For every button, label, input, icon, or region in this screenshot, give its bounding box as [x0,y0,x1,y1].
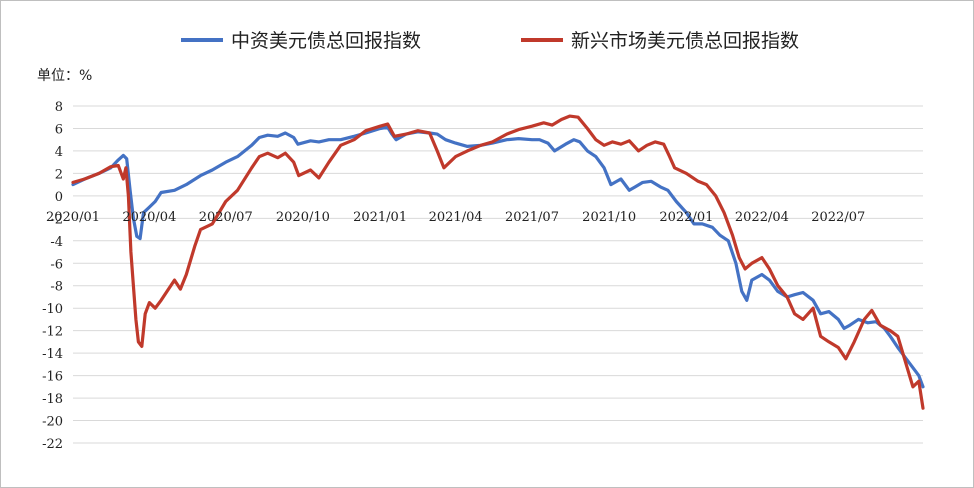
y-tick-label: -20 [42,415,63,430]
x-tick-label: 2021/07 [505,210,559,225]
x-tick-label: 2020/04 [122,210,176,225]
y-tick-label: -22 [42,437,63,452]
x-tick-label: 2020/10 [276,210,330,225]
legend-label-em-usd-bond: 新兴市场美元债总回报指数 [571,30,799,52]
y-tick-label: 2 [55,167,63,182]
legend: 中资美元债总回报指数 新兴市场美元债总回报指数 [181,30,799,52]
x-tick-label: 2021/04 [429,210,483,225]
y-tick-label: -8 [50,280,63,295]
x-tick-label: 2021/10 [582,210,636,225]
x-tick-label: 2022/01 [659,210,713,225]
x-tick-label: 2022/04 [735,210,789,225]
y-tick-label: 6 [55,122,63,137]
y-tick-label: -10 [42,302,63,317]
series-line-cn-usd-bond [71,125,925,389]
y-tick-label: -6 [50,257,63,272]
x-tick-label: 2020/01 [46,210,100,225]
y-tick-label: -18 [42,392,63,407]
y-tick-label: -4 [50,235,63,250]
unit-label: 单位：% [37,68,92,84]
legend-label-cn-usd-bond: 中资美元债总回报指数 [231,30,421,52]
y-tick-label: -2 [50,212,63,227]
x-tick-label: 2022/07 [811,210,865,225]
series-lines [71,114,925,410]
y-tick-label: 4 [55,145,63,160]
x-axis-ticks: 2020/01 2020/04 2020/07 2020/10 2021/01 2021/… [46,210,865,225]
series-line-em-usd-bond [71,114,925,410]
y-tick-label: -14 [42,347,63,362]
y-axis-ticks: 8 6 4 2 0 -2 -4 -6 -8 -10 -12 -14 -16 -18 -20 -22 [42,100,63,452]
y-tick-label: 8 [55,100,63,115]
y-tick-label: -16 [42,370,63,385]
grid [73,105,923,444]
y-tick-label: -12 [42,325,63,340]
x-tick-label: 2020/07 [199,210,253,225]
x-tick-label: 2021/01 [353,210,407,225]
y-tick-label: 0 [55,190,63,205]
